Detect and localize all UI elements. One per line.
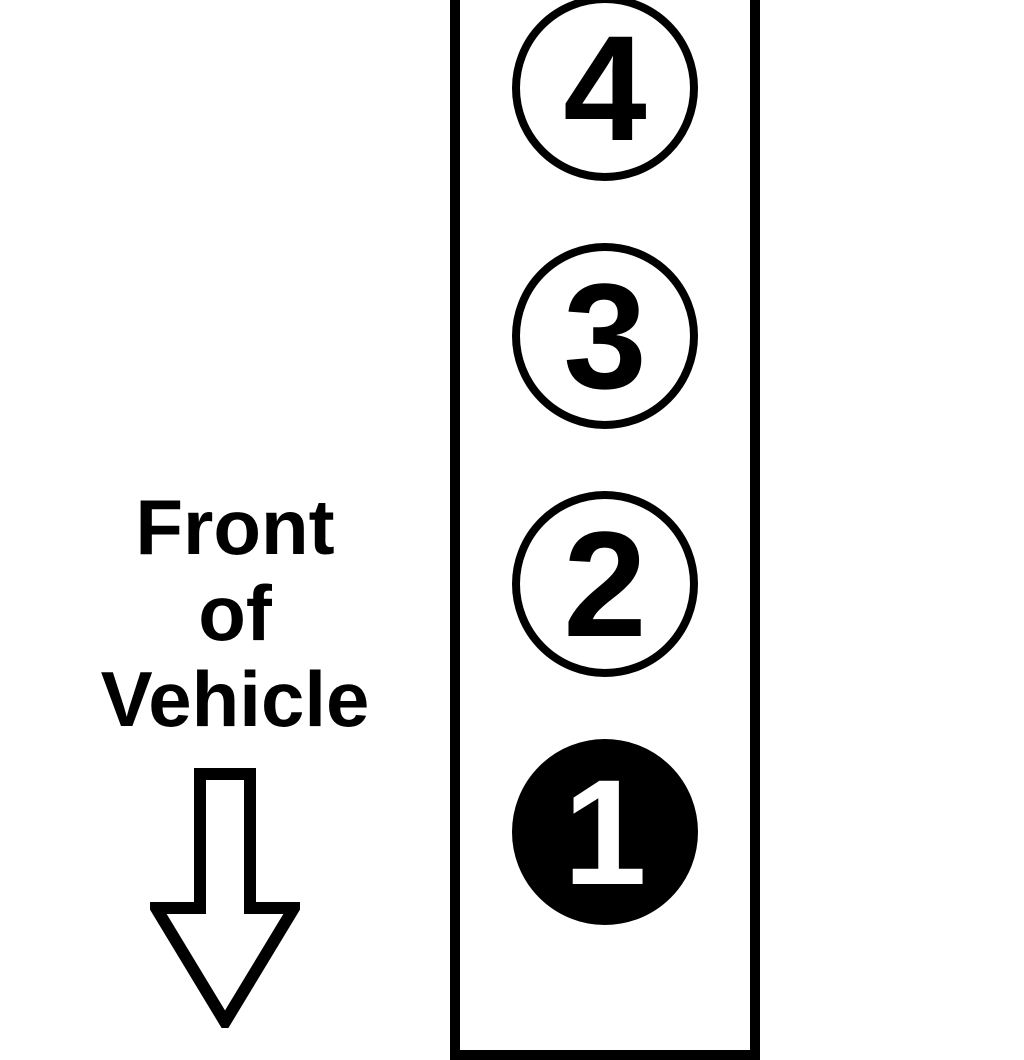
front-of-vehicle-label: Front of Vehicle <box>60 485 410 742</box>
cylinder-1-label: 1 <box>563 757 646 907</box>
direction-line-3: Vehicle <box>60 657 410 743</box>
cylinder-3: 3 <box>512 243 698 429</box>
cylinder-3-label: 3 <box>563 261 646 411</box>
cylinder-4-label: 4 <box>563 13 646 163</box>
cylinder-1: 1 <box>512 739 698 925</box>
direction-line-1: Front <box>60 485 410 571</box>
cylinder-2: 2 <box>512 491 698 677</box>
direction-line-2: of <box>60 571 410 657</box>
cylinder-4: 4 <box>512 0 698 181</box>
direction-arrow-icon <box>150 768 300 1028</box>
cylinder-2-label: 2 <box>563 509 646 659</box>
